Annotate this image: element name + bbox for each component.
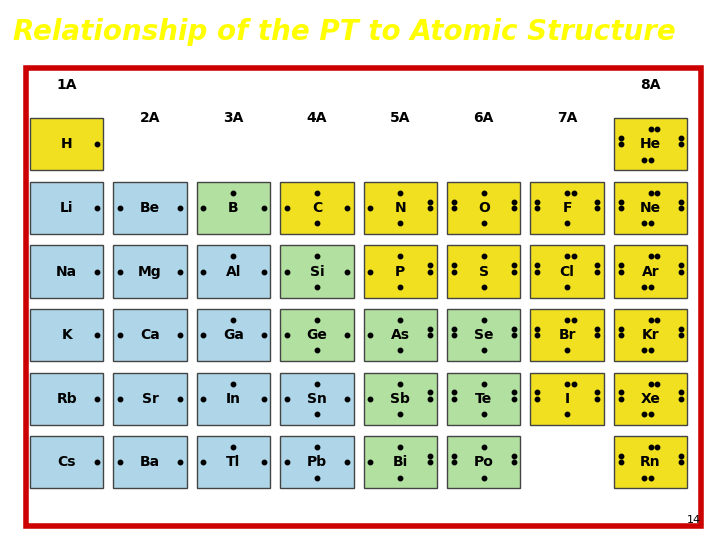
FancyBboxPatch shape xyxy=(364,436,437,489)
Text: Relationship of the PT to Atomic Structure: Relationship of the PT to Atomic Structu… xyxy=(13,18,675,46)
Text: Ge: Ge xyxy=(307,328,328,342)
FancyBboxPatch shape xyxy=(531,246,604,298)
Text: 6A: 6A xyxy=(474,111,494,125)
FancyBboxPatch shape xyxy=(614,373,688,425)
Text: Be: Be xyxy=(140,201,160,215)
FancyBboxPatch shape xyxy=(614,436,688,489)
Text: Sr: Sr xyxy=(142,392,158,406)
Text: K: K xyxy=(61,328,72,342)
Text: As: As xyxy=(391,328,410,342)
FancyBboxPatch shape xyxy=(280,309,354,361)
Text: Cs: Cs xyxy=(58,455,76,469)
Text: F: F xyxy=(562,201,572,215)
Text: S: S xyxy=(479,265,489,279)
Text: 8A: 8A xyxy=(640,78,661,92)
Text: Li: Li xyxy=(60,201,73,215)
Text: Na: Na xyxy=(56,265,77,279)
Text: Ne: Ne xyxy=(640,201,661,215)
FancyBboxPatch shape xyxy=(113,373,186,425)
FancyBboxPatch shape xyxy=(364,246,437,298)
Text: 14: 14 xyxy=(688,515,701,525)
Text: I: I xyxy=(564,392,570,406)
Text: 1A: 1A xyxy=(56,78,77,92)
Text: Ga: Ga xyxy=(223,328,244,342)
Text: 4A: 4A xyxy=(307,111,327,125)
Text: Rb: Rb xyxy=(56,392,77,406)
Text: Xe: Xe xyxy=(641,392,660,406)
FancyBboxPatch shape xyxy=(197,436,270,489)
FancyBboxPatch shape xyxy=(197,373,270,425)
Text: In: In xyxy=(226,392,241,406)
FancyBboxPatch shape xyxy=(447,309,521,361)
FancyBboxPatch shape xyxy=(280,373,354,425)
FancyBboxPatch shape xyxy=(614,182,688,234)
Text: C: C xyxy=(312,201,322,215)
Text: 5A: 5A xyxy=(390,111,410,125)
FancyBboxPatch shape xyxy=(30,182,104,234)
FancyBboxPatch shape xyxy=(30,373,104,425)
Text: Sb: Sb xyxy=(390,392,410,406)
FancyBboxPatch shape xyxy=(30,309,104,361)
FancyBboxPatch shape xyxy=(26,68,701,526)
Text: Pb: Pb xyxy=(307,455,327,469)
FancyBboxPatch shape xyxy=(614,246,688,298)
FancyBboxPatch shape xyxy=(30,436,104,489)
Text: Al: Al xyxy=(226,265,241,279)
FancyBboxPatch shape xyxy=(113,182,186,234)
FancyBboxPatch shape xyxy=(30,246,104,298)
FancyBboxPatch shape xyxy=(197,246,270,298)
Text: Kr: Kr xyxy=(642,328,660,342)
Text: Si: Si xyxy=(310,265,324,279)
Text: 3A: 3A xyxy=(223,111,243,125)
Text: Te: Te xyxy=(475,392,492,406)
FancyBboxPatch shape xyxy=(447,373,521,425)
Text: Cl: Cl xyxy=(559,265,575,279)
Text: N: N xyxy=(395,201,406,215)
FancyBboxPatch shape xyxy=(280,246,354,298)
Text: 7A: 7A xyxy=(557,111,577,125)
FancyBboxPatch shape xyxy=(113,436,186,489)
FancyBboxPatch shape xyxy=(447,182,521,234)
Text: Po: Po xyxy=(474,455,494,469)
FancyBboxPatch shape xyxy=(364,182,437,234)
FancyBboxPatch shape xyxy=(197,182,270,234)
Text: Rn: Rn xyxy=(640,455,661,469)
Text: Ba: Ba xyxy=(140,455,160,469)
FancyBboxPatch shape xyxy=(531,309,604,361)
Text: Sn: Sn xyxy=(307,392,327,406)
Text: Bi: Bi xyxy=(392,455,408,469)
FancyBboxPatch shape xyxy=(447,246,521,298)
FancyBboxPatch shape xyxy=(531,373,604,425)
FancyBboxPatch shape xyxy=(113,246,186,298)
FancyBboxPatch shape xyxy=(364,309,437,361)
Text: P: P xyxy=(395,265,405,279)
FancyBboxPatch shape xyxy=(447,436,521,489)
Text: H: H xyxy=(60,137,73,151)
Text: Mg: Mg xyxy=(138,265,162,279)
Text: Se: Se xyxy=(474,328,493,342)
Text: 2A: 2A xyxy=(140,111,161,125)
FancyBboxPatch shape xyxy=(531,182,604,234)
Text: He: He xyxy=(640,137,661,151)
Text: Br: Br xyxy=(559,328,576,342)
Text: Tl: Tl xyxy=(226,455,240,469)
FancyBboxPatch shape xyxy=(614,118,688,171)
Text: Ca: Ca xyxy=(140,328,160,342)
FancyBboxPatch shape xyxy=(614,309,688,361)
FancyBboxPatch shape xyxy=(364,373,437,425)
Text: O: O xyxy=(478,201,490,215)
Text: B: B xyxy=(228,201,239,215)
FancyBboxPatch shape xyxy=(113,309,186,361)
FancyBboxPatch shape xyxy=(197,309,270,361)
FancyBboxPatch shape xyxy=(30,118,104,171)
FancyBboxPatch shape xyxy=(280,436,354,489)
Text: Ar: Ar xyxy=(642,265,660,279)
FancyBboxPatch shape xyxy=(280,182,354,234)
